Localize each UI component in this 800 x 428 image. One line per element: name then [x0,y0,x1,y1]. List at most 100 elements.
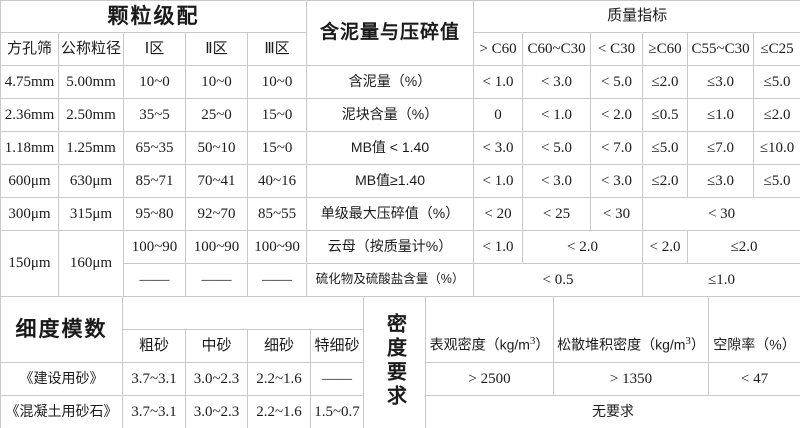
density-value-cell: < 47 [708,362,800,396]
standard-label-cell: 《混凝土用砂石》 [0,395,123,428]
quality-title: 质量指标 [473,0,800,33]
sieve-cell: 150μm [0,230,59,297]
zone-value-cell: 95~80 [123,197,186,231]
zone-value-cell: 40~16 [246,164,308,198]
quality-value-cell: < 5.0 [590,65,644,99]
quality-value-cell: < 3.0 [590,164,644,198]
row-label-cell: 含泥量（%） [306,65,475,99]
quality-value-cell: < 1.0 [522,98,592,132]
quality-value-cell: < 2.0 [590,98,644,132]
sieve-cell: 1.18mm [0,131,59,165]
density-title: 密度要求 [383,312,406,409]
no-requirement-cell: 无要求 [425,395,800,428]
quality-value-cell: ≤3.0 [687,65,755,99]
nominal-cell: 315μm [58,197,124,231]
quality-value-cell: < 20 [473,197,524,231]
density-header-text: 空隙率（%） [713,336,796,353]
quality-header-cell: < C30 [590,32,644,66]
zone-value-cell: 25~0 [185,98,248,132]
quality-value-cell: < 1.0 [473,164,524,198]
density-header-void: 空隙率（%） [708,296,800,363]
gradation-quality-table: 颗粒级配 含泥量与压碎值 质量指标 方孔筛 公称粒径 Ⅰ区 Ⅱ区 Ⅲ区 > C6… [0,0,800,297]
zone-value-cell: 15~0 [246,98,308,132]
fineness-value-cell: 2.2~1.6 [247,395,311,428]
density-header-text: 表观密度（kg/m [429,336,530,353]
quality-value-cell: ≤0.5 [642,98,689,132]
quality-value-cell: < 5.0 [522,131,592,165]
quality-value-cell: < 1.0 [473,65,524,99]
quality-value-cell: 0 [473,98,524,132]
density-header-bulk: 松散堆积密度（kg/m3） [553,296,709,363]
sand-header-cell: 中砂 [185,329,248,363]
quality-header-cell: C55~C30 [687,32,755,66]
header-nominal: 公称粒径 [58,32,124,66]
zone-value-cell: 85~71 [123,164,186,198]
quality-value-cell: ≤5.0 [753,164,800,198]
quality-value-cell: < 0.5 [473,263,644,297]
standard-label-cell: 《建设用砂》 [0,362,123,396]
zone-value-cell: 92~70 [185,197,248,231]
fineness-value-cell: 2.2~1.6 [247,362,311,396]
sand-header-cell: 细砂 [247,329,311,363]
zone-value-cell: 100~90 [123,230,186,264]
nominal-cell: 160μm [58,230,124,297]
quality-value-cell: ≤7.0 [687,131,755,165]
mud-crush-title: 含泥量与压碎值 [306,0,475,66]
density-value-cell: > 1350 [553,362,709,396]
row-label-cell: 泥块含量（%） [306,98,475,132]
quality-value-cell: < 2.0 [522,230,644,264]
zone-value-cell: —— [123,263,186,297]
quality-header-cell: ≤C25 [753,32,800,66]
gradation-title: 颗粒级配 [0,0,308,33]
fineness-value-cell: 3.0~2.3 [185,395,248,428]
sieve-cell: 2.36mm [0,98,59,132]
density-title-cell: 密度要求 [363,296,426,428]
zone-value-cell: 85~55 [246,197,308,231]
quality-header-cell: ≥C60 [642,32,689,66]
quality-value-cell: < 1.0 [473,230,524,264]
fineness-value-cell: 1.5~0.7 [310,395,364,428]
row-label-cell: MB值 < 1.40 [306,131,475,165]
quality-value-cell: ≤2.0 [753,98,800,132]
row-label-cell: 硫化物及硫酸盐含量（%） [306,263,475,297]
quality-value-cell: ≤5.0 [753,65,800,99]
quality-header-cell: > C60 [473,32,524,66]
sand-header-cell: 特细砂 [310,329,364,363]
quality-value-cell: ≤1.0 [642,263,800,297]
nominal-cell: 1.25mm [58,131,124,165]
density-value-cell: > 2500 [425,362,554,396]
zone-value-cell: 50~10 [185,131,248,165]
fineness-value-cell: 3.0~2.3 [185,362,248,396]
zone-value-cell: 15~0 [246,131,308,165]
row-label-cell: 云母（按质量计%） [306,230,475,264]
row-label-cell: MB值≥1.40 [306,164,475,198]
fineness-value-cell: 3.7~3.1 [122,395,186,428]
superscript: 3 [529,334,536,347]
quality-value-cell: < 7.0 [590,131,644,165]
fineness-value-cell: 3.7~3.1 [122,362,186,396]
quality-header-cell: C60~C30 [522,32,592,66]
quality-value-cell: < 30 [642,197,800,231]
header-zone1: Ⅰ区 [123,32,186,66]
sieve-cell: 600μm [0,164,59,198]
sand-header-cell: 粗砂 [122,329,186,363]
superscript: 3 [685,334,691,347]
zone-value-cell: —— [185,263,248,297]
fineness-density-table: 细度模数 密度要求 表观密度（kg/m3） 松散堆积密度（kg/m3） 空隙率（… [0,296,800,428]
nominal-cell: 630μm [58,164,124,198]
quality-value-cell: < 2.0 [642,230,689,264]
empty-cell [122,296,364,330]
quality-value-cell: ≤3.0 [687,164,755,198]
zone-value-cell: 10~0 [185,65,248,99]
quality-value-cell: < 3.0 [522,164,592,198]
nominal-cell: 5.00mm [58,65,124,99]
quality-value-cell: < 3.0 [473,131,524,165]
density-header-text: ） [690,336,705,353]
quality-value-cell: < 30 [590,197,644,231]
quality-value-cell: ≤1.0 [687,98,755,132]
zone-value-cell: 100~90 [246,230,308,264]
quality-value-cell: < 25 [522,197,592,231]
zone-value-cell: —— [246,263,308,297]
zone-value-cell: 65~35 [123,131,186,165]
